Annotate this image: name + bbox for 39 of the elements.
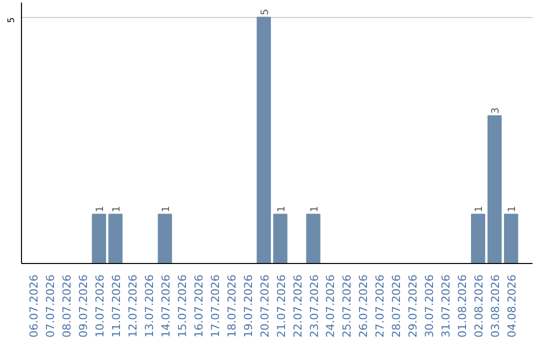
x-tick-label: 06.07.2026 bbox=[28, 274, 41, 338]
x-tick-label: 18.07.2026 bbox=[225, 274, 238, 338]
x-tick-label: 21.07.2026 bbox=[274, 274, 288, 338]
x-tick-label: 30.07.2026 bbox=[423, 274, 436, 338]
x-tick-label: 15.07.2026 bbox=[176, 274, 189, 338]
data-label: 1 bbox=[111, 206, 122, 212]
data-label: 1 bbox=[474, 206, 486, 212]
x-tick-label: 07.07.2026 bbox=[44, 274, 58, 338]
x-tick-label: 11.07.2026 bbox=[110, 274, 123, 338]
x-tick-label: 14.07.2026 bbox=[159, 274, 172, 338]
data-label: 1 bbox=[309, 206, 320, 212]
x-tick-label: 25.07.2026 bbox=[340, 274, 354, 338]
x-tick-label: 03.08.2026 bbox=[489, 274, 502, 338]
x-tick-label: 20.07.2026 bbox=[258, 274, 272, 338]
x-tick-label: 09.07.2026 bbox=[76, 274, 90, 338]
data-label: 1 bbox=[94, 206, 106, 212]
data-label: 3 bbox=[490, 107, 502, 114]
x-tick-label: 13.07.2026 bbox=[142, 274, 156, 338]
x-tick-label: 12.07.2026 bbox=[126, 274, 140, 338]
x-tick-label: 08.07.2026 bbox=[60, 274, 74, 338]
x-tick-label: 19.07.2026 bbox=[242, 274, 255, 338]
x-tick-label: 28.07.2026 bbox=[390, 274, 404, 338]
x-tick-label: 26.07.2026 bbox=[357, 274, 370, 338]
x-tick-label: 22.07.2026 bbox=[291, 274, 304, 338]
x-tick-label: 31.07.2026 bbox=[440, 274, 453, 338]
x-tick-label: 04.08.2026 bbox=[506, 274, 519, 338]
data-label: 5 bbox=[260, 8, 271, 16]
x-tick-label: 24.07.2026 bbox=[324, 274, 338, 338]
data-label: 1 bbox=[507, 206, 518, 212]
data-label: 1 bbox=[276, 206, 288, 212]
x-tick-label: 27.07.2026 bbox=[374, 274, 387, 338]
x-tick-label: 23.07.2026 bbox=[308, 274, 321, 338]
x-tick-label: 02.08.2026 bbox=[472, 274, 486, 338]
x-tick-label: 17.07.2026 bbox=[208, 274, 222, 338]
x-tick-label: 29.07.2026 bbox=[406, 274, 420, 338]
x-tick-label: 10.07.2026 bbox=[93, 274, 106, 338]
x-tick-label: 16.07.2026 bbox=[192, 274, 206, 338]
data-label: 1 bbox=[160, 206, 172, 212]
x-tick-label: 01.08.2026 bbox=[456, 274, 470, 338]
